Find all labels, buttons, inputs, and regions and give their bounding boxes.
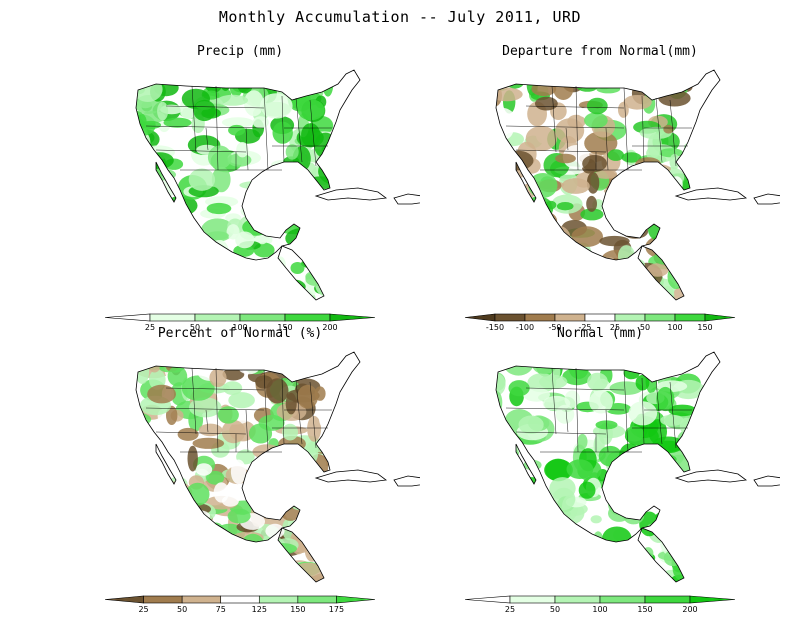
colorbar-tick-label: -25 (578, 323, 591, 332)
normal-colorbar: 25 50 100 150 200 (464, 595, 736, 614)
colorbar-tick-label: -150 (486, 323, 504, 332)
percent-colorbar: 25 50 75 125 150 175 (104, 595, 376, 614)
page-title: Monthly Accumulation -- July 2011, URD (218, 8, 582, 26)
colorbar-tick-label: 100 (232, 323, 247, 332)
panel-title: Precip (mm) (196, 44, 284, 59)
departure-colorbar: -150 -100 -50 -25 25 50 100 150 (464, 313, 736, 332)
colorbar-tick-label: 175 (329, 605, 344, 614)
precip-colorbar: 25 50 100 150 200 (104, 313, 376, 332)
colorbar-tick-label: 150 (277, 323, 292, 332)
colorbar-tick-label: -100 (516, 323, 534, 332)
colorbar-tick-label: 100 (592, 605, 607, 614)
colorbar-tick-label: -50 (548, 323, 561, 332)
normal-map (495, 351, 780, 583)
colorbar-tick-label: 200 (322, 323, 337, 332)
departure-map (495, 69, 780, 301)
percent-panel: Percent of Normal (%) 25 50 75 125 150 175 (60, 326, 420, 616)
colorbar-tick-label: 50 (190, 323, 200, 332)
panel-title: Normal (mm) (556, 326, 644, 341)
panel-title: Departure from Normal(mm) (502, 44, 698, 59)
colorbar-tick-label: 150 (290, 605, 305, 614)
colorbar-tick-label: 100 (667, 323, 682, 332)
colorbar-tick-label: 25 (505, 605, 515, 614)
colorbar-tick-label: 150 (697, 323, 712, 332)
colorbar-tick-label: 150 (637, 605, 652, 614)
precip-panel: Precip (mm) 25 50 100 150 200 (60, 44, 420, 334)
colorbar-tick-label: 25 (138, 605, 148, 614)
percent-map (135, 351, 420, 583)
precip-map (135, 69, 420, 301)
colorbar-tick-label: 50 (640, 323, 650, 332)
normal-panel: Normal (mm) 25 50 100 150 200 (420, 326, 780, 616)
colorbar-tick-label: 25 (145, 323, 155, 332)
colorbar-tick-label: 200 (682, 605, 697, 614)
panel-title: Percent of Normal (%) (157, 326, 323, 341)
departure-panel: Departure from Normal(mm) -150 -100 -50 -25… (420, 44, 780, 334)
colorbar-tick-label: 25 (610, 323, 620, 332)
colorbar-tick-label: 125 (252, 605, 267, 614)
colorbar-tick-label: 50 (177, 605, 187, 614)
colorbar-tick-label: 75 (216, 605, 226, 614)
colorbar-tick-label: 50 (550, 605, 560, 614)
